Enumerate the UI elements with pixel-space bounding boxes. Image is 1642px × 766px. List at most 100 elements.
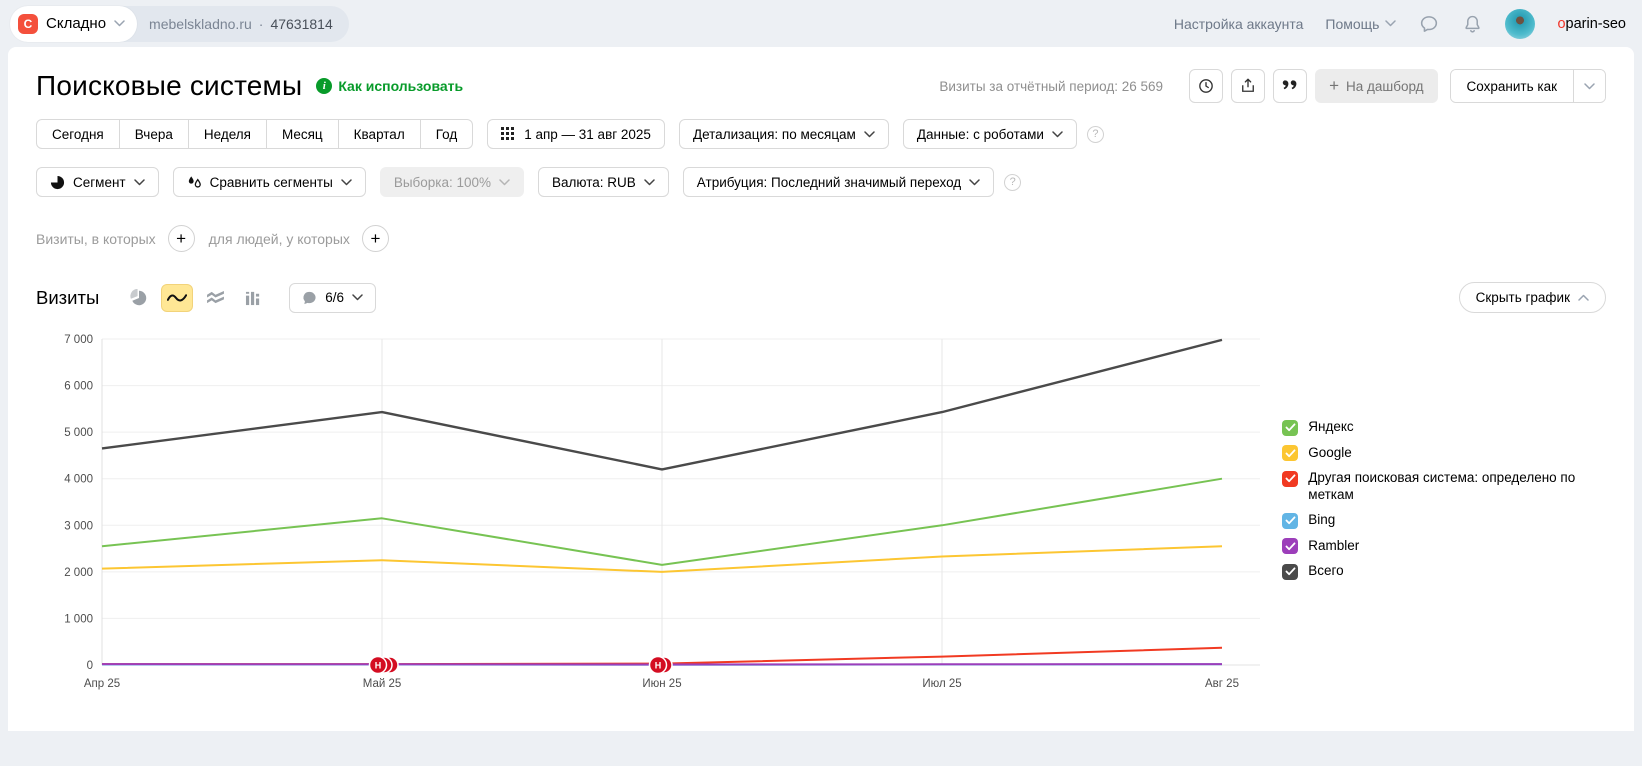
help-menu[interactable]: Помощь <box>1325 16 1397 32</box>
topbar: С Складно mebelskladno.ru · 47631814 Нас… <box>0 0 1642 47</box>
save-as-dropdown[interactable] <box>1573 70 1605 102</box>
visits-in-which-label: Визиты, в которых <box>36 230 156 247</box>
chart-type-line-icon[interactable] <box>161 283 194 312</box>
visits-summary: Визиты за отчётный период: 26 569 <box>939 78 1164 94</box>
y-tick-label: 1 000 <box>64 613 93 625</box>
period-month-button[interactable]: Месяц <box>266 119 339 149</box>
chart-controls: Визиты 6/6 Скрыть график <box>36 282 1606 313</box>
legend-item[interactable]: Rambler <box>1282 537 1606 554</box>
chevron-down-icon <box>969 178 980 186</box>
annotation-marker-label: Н <box>375 661 382 671</box>
series-count-dropdown[interactable]: 6/6 <box>289 282 377 313</box>
date-range-button[interactable]: 1 апр — 31 авг 2025 <box>487 119 665 149</box>
add-people-condition-button[interactable]: + <box>361 225 389 252</box>
save-as-button[interactable]: Сохранить как <box>1450 70 1573 102</box>
legend-item[interactable]: Всего <box>1282 563 1606 580</box>
legend-checkbox[interactable] <box>1282 470 1299 487</box>
legend-label: Яндекс <box>1308 419 1354 434</box>
add-to-dashboard-button[interactable]: + На дашборд <box>1315 69 1438 103</box>
site-host: mebelskladno.ru <box>149 15 252 32</box>
counter-id: 47631814 <box>270 15 333 32</box>
y-tick-label: 5 000 <box>64 427 93 439</box>
currency-dropdown[interactable]: Валюта: RUB <box>538 167 669 197</box>
attribution-dropdown[interactable]: Атрибуция: Последний значимый переход <box>682 167 995 197</box>
username[interactable]: oparin-seo <box>1557 15 1626 32</box>
chevron-down-icon <box>864 130 875 138</box>
plus-icon: + <box>1329 76 1339 95</box>
period-quarter-button[interactable]: Квартал <box>338 119 421 149</box>
how-to-use-link[interactable]: i Как использовать <box>316 78 463 94</box>
legend-checkbox[interactable] <box>1282 512 1299 529</box>
counter-switcher[interactable]: С Складно <box>10 5 138 42</box>
segment-pie-icon <box>50 175 65 189</box>
legend-label: Google <box>1308 444 1352 460</box>
legend-item[interactable]: Другая поисковая система: определено по … <box>1282 470 1606 503</box>
label-bubble-icon <box>302 291 317 305</box>
add-visit-condition-button[interactable]: + <box>167 225 195 252</box>
user-avatar[interactable] <box>1505 8 1536 39</box>
metric-label: Визиты <box>36 286 100 308</box>
y-tick-label: 6 000 <box>64 381 93 393</box>
legend-item[interactable]: Яндекс <box>1282 419 1606 436</box>
export-button[interactable] <box>1231 69 1266 103</box>
detalization-dropdown[interactable]: Детализация: по месяцам <box>678 119 889 149</box>
feedback-icon[interactable] <box>1418 13 1440 35</box>
chevron-up-icon <box>1578 294 1589 301</box>
visits-line-chart[interactable]: 0 1 000 2 000 3 000 4 000 5 000 6 000 7 000 Апр … <box>36 327 1261 695</box>
help-icon[interactable]: ? <box>1086 125 1104 143</box>
page-title: Поисковые системы <box>36 70 303 101</box>
counter-name: Складно <box>46 15 107 32</box>
period-week-button[interactable]: Неделя <box>188 119 267 149</box>
x-tick-label: Апр 25 <box>84 678 120 690</box>
chart-type-columns-icon[interactable] <box>237 284 269 312</box>
counter-cluster: С Складно mebelskladno.ru · 47631814 <box>10 5 349 42</box>
account-settings-link[interactable]: Настройка аккаунта <box>1173 15 1304 32</box>
for-people-label: для людей, у которых <box>208 230 350 247</box>
segments-row: Сегмент Сравнить сегменты Выборка: 100% … <box>36 167 1606 197</box>
period-yesterday-button[interactable]: Вчера <box>119 119 189 149</box>
series-line[interactable] <box>101 338 1223 471</box>
hide-chart-button[interactable]: Скрыть график <box>1458 282 1606 313</box>
chevron-down-icon <box>1385 20 1397 27</box>
notifications-bell-icon[interactable] <box>1462 13 1483 35</box>
segment-dropdown[interactable]: Сегмент <box>36 167 159 197</box>
period-today-button[interactable]: Сегодня <box>36 119 120 149</box>
save-as-split-button: Сохранить как <box>1449 69 1606 103</box>
annotation-marker[interactable] <box>368 655 388 675</box>
legend-checkbox[interactable] <box>1282 538 1299 554</box>
series-line[interactable] <box>101 477 1223 566</box>
legend-label: Другая поисковая система: определено по … <box>1308 470 1576 502</box>
y-tick-label: 0 <box>87 660 93 672</box>
chart-legend: Яндекс Google Другая поисковая система: оп… <box>1282 419 1606 695</box>
counter-site-pill[interactable]: mebelskladno.ru · 47631814 <box>137 16 349 32</box>
legend-checkbox[interactable] <box>1282 563 1299 580</box>
comments-button[interactable] <box>1273 69 1308 103</box>
legend-label: Всего <box>1308 563 1344 578</box>
y-tick-label: 4 000 <box>64 474 93 486</box>
legend-item[interactable]: Google <box>1282 444 1606 461</box>
compare-segments-dropdown[interactable]: Сравнить сегменты <box>172 167 366 197</box>
chevron-down-icon <box>499 178 510 186</box>
chart-type-stacked-area-icon[interactable] <box>199 284 231 312</box>
counter-logo-icon: С <box>18 13 38 34</box>
schedule-clock-button[interactable] <box>1189 69 1224 103</box>
chevron-down-icon <box>114 20 125 27</box>
legend-checkbox[interactable] <box>1282 419 1299 436</box>
chevron-down-icon <box>1052 130 1063 138</box>
legend-label: Rambler <box>1308 537 1360 553</box>
help-icon[interactable]: ? <box>1004 173 1022 191</box>
legend-item[interactable]: Bing <box>1282 512 1606 529</box>
series-line[interactable] <box>101 545 1223 573</box>
period-row: Сегодня Вчера Неделя Месяц Квартал Год 1… <box>36 119 1606 149</box>
annotation-marker[interactable] <box>648 655 668 675</box>
sampling-dropdown[interactable]: Выборка: 100% <box>379 167 525 197</box>
period-year-button[interactable]: Год <box>420 119 474 149</box>
legend-checkbox[interactable] <box>1282 445 1299 461</box>
x-tick-label: Май 25 <box>363 678 402 690</box>
chevron-down-icon <box>352 294 363 301</box>
x-tick-label: Авг 25 <box>1205 678 1239 690</box>
data-mode-dropdown[interactable]: Данные: с роботами <box>902 119 1077 149</box>
visit-filter-row: Визиты, в которых + для людей, у которых… <box>36 225 1606 252</box>
chart-type-pie-icon[interactable] <box>123 284 155 312</box>
info-icon: i <box>316 78 333 94</box>
